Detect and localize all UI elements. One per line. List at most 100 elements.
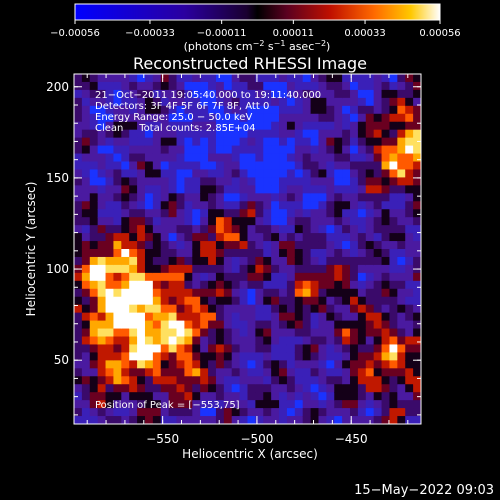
heatmap-cell [184,304,193,314]
heatmap-cell [113,81,122,91]
heatmap-cell [373,256,383,266]
heatmap-cell [334,312,343,322]
heatmap-cell [326,376,335,385]
heatmap-cell [152,336,162,346]
heatmap-cell [373,416,383,424]
heatmap-cell [397,336,406,346]
heatmap-cell [381,169,391,179]
heatmap-cell [144,272,154,282]
heatmap-cell [310,121,320,131]
heatmap-cell [310,201,320,210]
heatmap-cell [389,201,398,210]
heatmap-cell [318,360,327,369]
heatmap-cell [168,344,178,354]
heatmap-cell [318,193,327,202]
heatmap-cell [271,201,280,210]
heatmap-cell [137,185,146,194]
heatmap-cell [255,74,264,83]
heatmap-cell [113,153,122,163]
heatmap-cell [310,137,320,147]
heatmap-cell [215,288,225,298]
heatmap-cell [239,352,249,361]
heatmap-cell [215,113,225,123]
heatmap-cell [389,400,398,409]
heatmap-cell [192,336,201,346]
heatmap-cell [413,177,421,186]
heatmap-cell [413,89,421,99]
heatmap-cell [152,320,162,330]
heatmap-cell [405,328,414,338]
heatmap-cell [326,193,335,202]
heatmap-cell [279,336,288,346]
heatmap-cell [152,74,162,83]
heatmap-cell [152,89,162,99]
heatmap-cell [160,416,170,424]
heatmap-cell [121,201,130,210]
heatmap-cell [97,201,107,210]
heatmap-cell [129,352,138,361]
heatmap-cell [74,352,83,361]
heatmap-cell [152,384,162,393]
heatmap-cell [318,209,327,218]
heatmap-cell [97,121,107,131]
heatmap-cell [373,344,383,354]
heatmap-cell [97,376,107,385]
heatmap-cell [350,97,359,107]
heatmap-cell [121,416,130,424]
heatmap-cell [342,360,351,369]
heatmap-cell [381,264,391,274]
heatmap-cell [310,344,320,354]
heatmap-cell [365,193,375,202]
heatmap-cell [223,209,233,218]
heatmap-cell [247,360,256,369]
heatmap-cell [357,169,367,179]
heatmap-cell [350,74,359,83]
heatmap-cell [144,81,154,91]
heatmap-cell [160,129,170,139]
heatmap-cell [302,384,312,393]
heatmap-cell [113,225,122,234]
heatmap-cell [286,241,296,250]
heatmap-cell [310,89,320,99]
heatmap-cell [200,137,209,147]
heatmap-cell [137,400,146,409]
heatmap-cell [160,312,170,322]
heatmap-cell [326,201,335,210]
heatmap-cell [263,105,272,115]
heatmap-cell [247,312,256,322]
heatmap-cell [397,344,406,354]
heatmap-cell [144,89,154,99]
heatmap-cell [326,368,335,377]
heatmap-cell [121,241,130,250]
heatmap-cell [121,185,130,194]
heatmap-cell [405,121,414,131]
heatmap-cell [200,320,209,330]
heatmap-cell [192,408,201,417]
heatmap-cell [255,209,264,218]
heatmap-cell [129,336,138,346]
heatmap-cell [286,304,296,314]
heatmap-cell [334,241,343,250]
heatmap-cell [89,344,99,354]
heatmap-cell [97,209,107,218]
heatmap-cell [263,137,272,147]
heatmap-cell [152,392,162,401]
heatmap-cell [208,408,217,417]
heatmap-cell [184,384,193,393]
heatmap-cell [105,368,115,377]
heatmap-cell [144,249,154,258]
heatmap-cell [192,360,201,369]
heatmap-cell [279,193,288,202]
heatmap-cell [310,304,320,314]
heatmap-cell [373,153,383,163]
heatmap-cell [215,296,225,306]
heatmap-cell [129,360,138,369]
heatmap-cell [74,209,83,218]
heatmap-cell [74,185,83,194]
heatmap-cell [231,201,241,210]
heatmap-cell [129,312,138,322]
heatmap-cell [192,344,201,354]
y-tick-label: 50 [54,353,69,367]
heatmap-cell [397,113,406,123]
heatmap-cell [263,217,272,226]
